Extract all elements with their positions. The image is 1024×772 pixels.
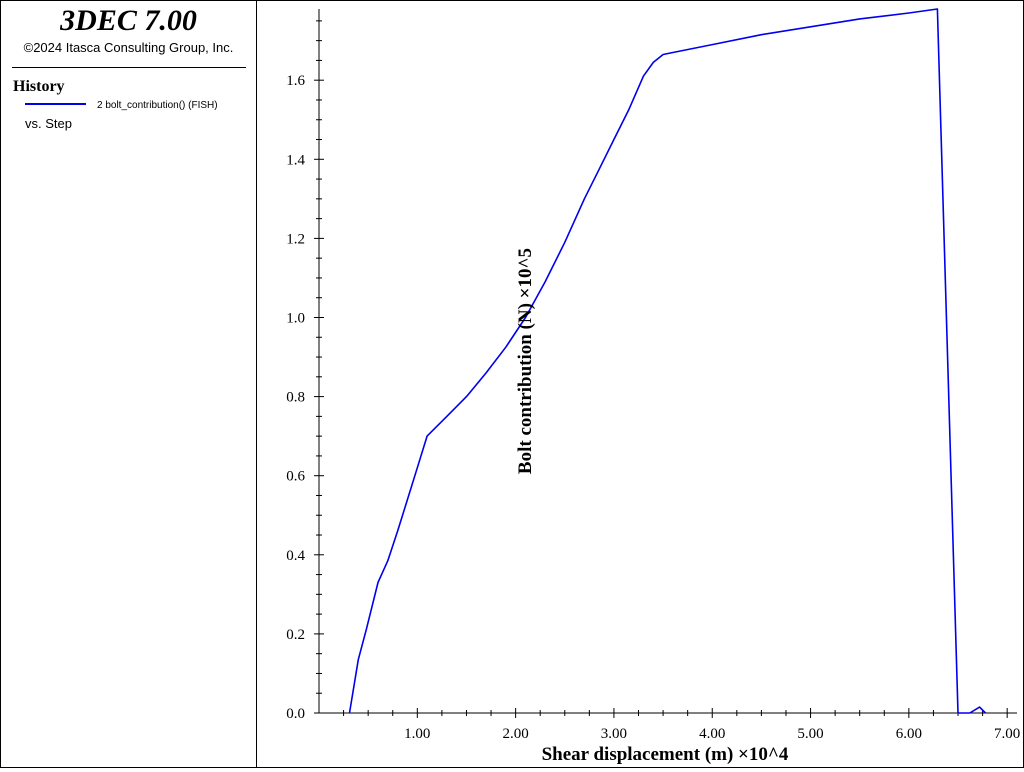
y-tick-label: 0.4 xyxy=(286,548,305,564)
y-tick-label: 1.0 xyxy=(286,310,305,326)
y-tick-label: 1.6 xyxy=(286,73,305,89)
x-tick-label: 6.00 xyxy=(896,726,922,742)
x-tick-label: 2.00 xyxy=(502,726,528,742)
series-group xyxy=(348,8,987,714)
x-tick-label: 7.00 xyxy=(994,726,1020,742)
history-heading: History xyxy=(13,78,65,95)
y-axis-label: Bolt contribution (N) ×10^5 xyxy=(515,248,536,474)
x-tick-label: 4.00 xyxy=(699,726,725,742)
axes-group xyxy=(318,9,1017,714)
y-tick-label: 0.2 xyxy=(286,627,305,643)
legend-panel: 3DEC 7.00 ©2024 Itasca Consulting Group,… xyxy=(1,1,257,767)
legend-entry-label: 2 bolt_contribution() (FISH) xyxy=(97,100,218,111)
y-tick-label: 0.8 xyxy=(286,390,305,406)
y-tick-label: 1.2 xyxy=(286,231,305,247)
x-tick-label: 3.00 xyxy=(601,726,627,742)
x-axis-label: Shear displacement (m) ×10^4 xyxy=(542,744,789,765)
history-chart: 0.0 0.2 0.4 0.6 0.8 1.0 1.2 1.4 1.6 1.00 2.00 3.00 4… xyxy=(286,8,1020,765)
legend-divider xyxy=(12,67,246,68)
y-tick-label: 0.0 xyxy=(286,706,305,722)
series-line xyxy=(348,8,987,714)
legend-vs-label: vs. Step xyxy=(25,116,72,131)
app-title: 3DEC 7.00 xyxy=(60,4,197,37)
copyright-text: ©2024 Itasca Consulting Group, Inc. xyxy=(23,40,234,55)
x-tick-label: 5.00 xyxy=(797,726,823,742)
legend-line-swatch xyxy=(25,103,86,105)
chart-area: 0.0 0.2 0.4 0.6 0.8 1.0 1.2 1.4 1.6 1.00 2.00 3.00 4… xyxy=(257,1,1023,767)
ticks-group: 0.0 0.2 0.4 0.6 0.8 1.0 1.2 1.4 1.6 1.00 2.00 3.00 4… xyxy=(286,20,1020,742)
y-tick-label: 1.4 xyxy=(286,152,305,168)
x-tick-label: 1.00 xyxy=(404,726,430,742)
y-tick-label: 0.6 xyxy=(286,469,305,485)
